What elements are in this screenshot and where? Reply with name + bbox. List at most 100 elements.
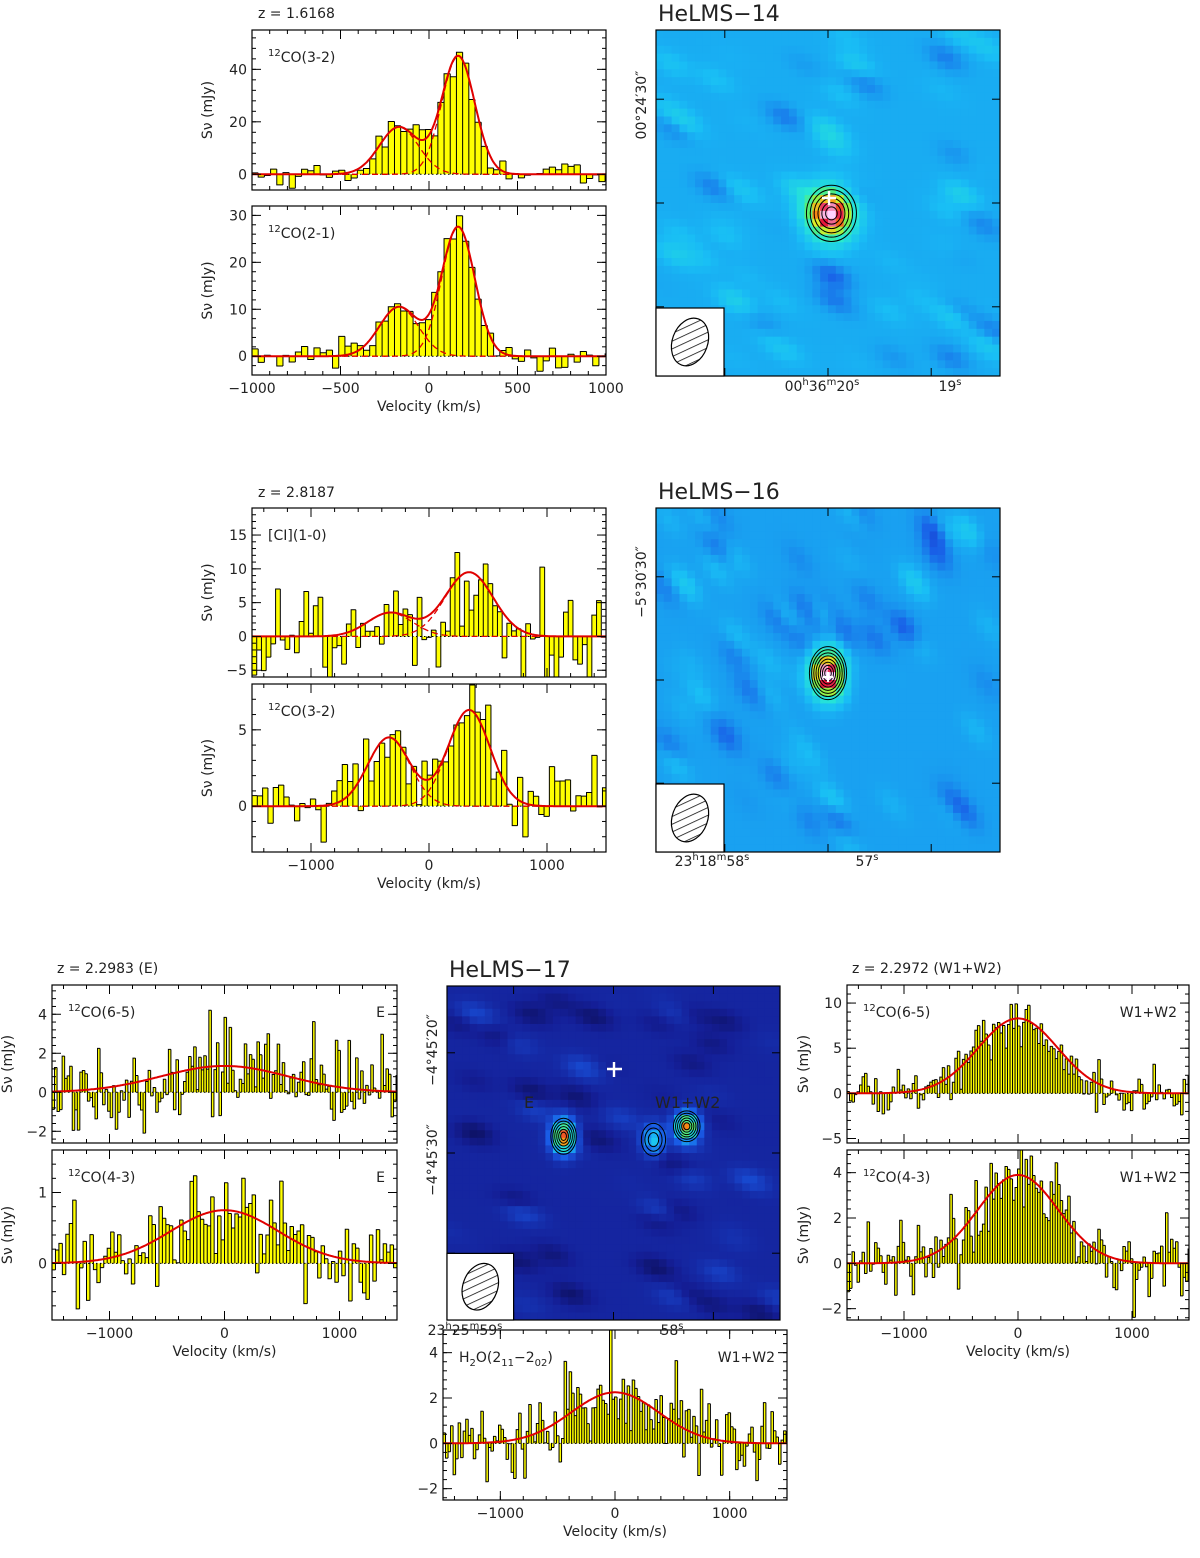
map-pixel [828, 155, 837, 165]
map-pixel [867, 69, 876, 78]
map-pixel [820, 750, 829, 759]
map-pixel [828, 320, 837, 330]
map-pixel [663, 250, 673, 259]
map-pixel [843, 640, 853, 650]
map-pixel [906, 672, 915, 681]
map-pixel [773, 531, 782, 540]
map-pixel [890, 726, 899, 736]
map-pixel [882, 664, 892, 673]
map-pixel [960, 594, 970, 603]
map-pixel [679, 171, 688, 181]
map-pixel [702, 609, 712, 619]
map-pixel [687, 37, 696, 47]
map-pixel [945, 147, 954, 157]
map-pixel [890, 297, 899, 306]
map-pixel [921, 750, 931, 759]
y-tick-label: 0 [238, 629, 247, 645]
map-pixel [992, 179, 1000, 188]
map-pixel [812, 297, 821, 306]
map-pixel [960, 554, 970, 564]
map-pixel [984, 37, 993, 47]
map-pixel [804, 586, 813, 595]
map-pixel [921, 258, 931, 267]
map-pixel [976, 680, 985, 689]
map-pixel [726, 539, 735, 548]
map-pixel [757, 250, 767, 259]
map-pixel [828, 750, 837, 759]
component-tag: W1+W2 [1120, 1170, 1177, 1186]
map-pixel [992, 108, 1000, 118]
map-pixel [906, 594, 915, 603]
map-pixel [671, 61, 681, 70]
map-pixel [734, 61, 743, 70]
map-pixel [960, 640, 970, 650]
map-pixel [447, 1228, 456, 1238]
map-pixel [992, 163, 1000, 173]
map-pixel [812, 789, 821, 798]
map-pixel [992, 265, 1000, 275]
map-pixel [921, 226, 931, 236]
map-pixel [734, 695, 743, 705]
map-pixel [843, 92, 853, 102]
map-pixel [929, 45, 939, 55]
map-pixel [937, 116, 946, 125]
map-pixel [765, 352, 774, 361]
map-pixel [960, 328, 970, 338]
map-pixel [921, 672, 931, 681]
y-tick-label: 2 [833, 1211, 842, 1227]
map-pixel [921, 155, 931, 165]
map-pixel [462, 1137, 471, 1147]
map-pixel [937, 320, 946, 330]
map-pixel [859, 680, 868, 689]
map-pixel [742, 250, 751, 259]
map-pixel [757, 828, 767, 837]
map-pixel [462, 1221, 471, 1230]
map-pixel [765, 570, 774, 579]
map-pixel [890, 53, 899, 63]
map-pixel [781, 742, 790, 751]
map-pixel [773, 656, 782, 665]
map-pixel [757, 320, 767, 330]
x-axis-label: Velocity (km/s) [172, 1344, 276, 1360]
map-pixel [695, 531, 704, 540]
map-pixel [937, 265, 946, 275]
map-pixel [843, 726, 853, 736]
map-pixel [742, 531, 751, 540]
map-pixel [890, 45, 899, 55]
map-pixel [914, 140, 923, 149]
map-pixel [890, 187, 899, 196]
map-pixel [882, 250, 892, 259]
map-pixel [929, 515, 939, 525]
map-pixel [906, 328, 915, 338]
map-pixel [992, 155, 1000, 165]
map-pixel [835, 719, 845, 728]
map-pixel [742, 226, 751, 236]
map-pixel [828, 508, 837, 517]
map-pixel [984, 305, 993, 314]
map-pixel [702, 586, 712, 595]
map-pixel [663, 570, 673, 579]
map-pixel [687, 601, 696, 611]
map-pixel [976, 53, 985, 63]
map-pixel [898, 360, 907, 369]
map-pixel [921, 648, 931, 658]
map-pixel [804, 163, 813, 173]
map-pixel [898, 726, 907, 736]
map-pixel [773, 100, 782, 110]
map-pixel [788, 258, 798, 267]
map-pixel [921, 758, 931, 767]
map-pixel [992, 578, 1000, 587]
map-pixel [898, 805, 907, 814]
map-pixel [906, 742, 915, 751]
map-pixel [937, 155, 946, 165]
map-pixel [469, 1061, 478, 1071]
map-pixel [742, 234, 751, 243]
map-pixel [914, 672, 923, 681]
map-pixel [447, 1213, 456, 1222]
map-pixel [702, 108, 712, 118]
map-pixel [976, 554, 985, 564]
map-pixel [929, 328, 939, 338]
map-pixel [874, 132, 884, 141]
map-pixel [929, 656, 939, 665]
map-pixel [874, 281, 884, 291]
